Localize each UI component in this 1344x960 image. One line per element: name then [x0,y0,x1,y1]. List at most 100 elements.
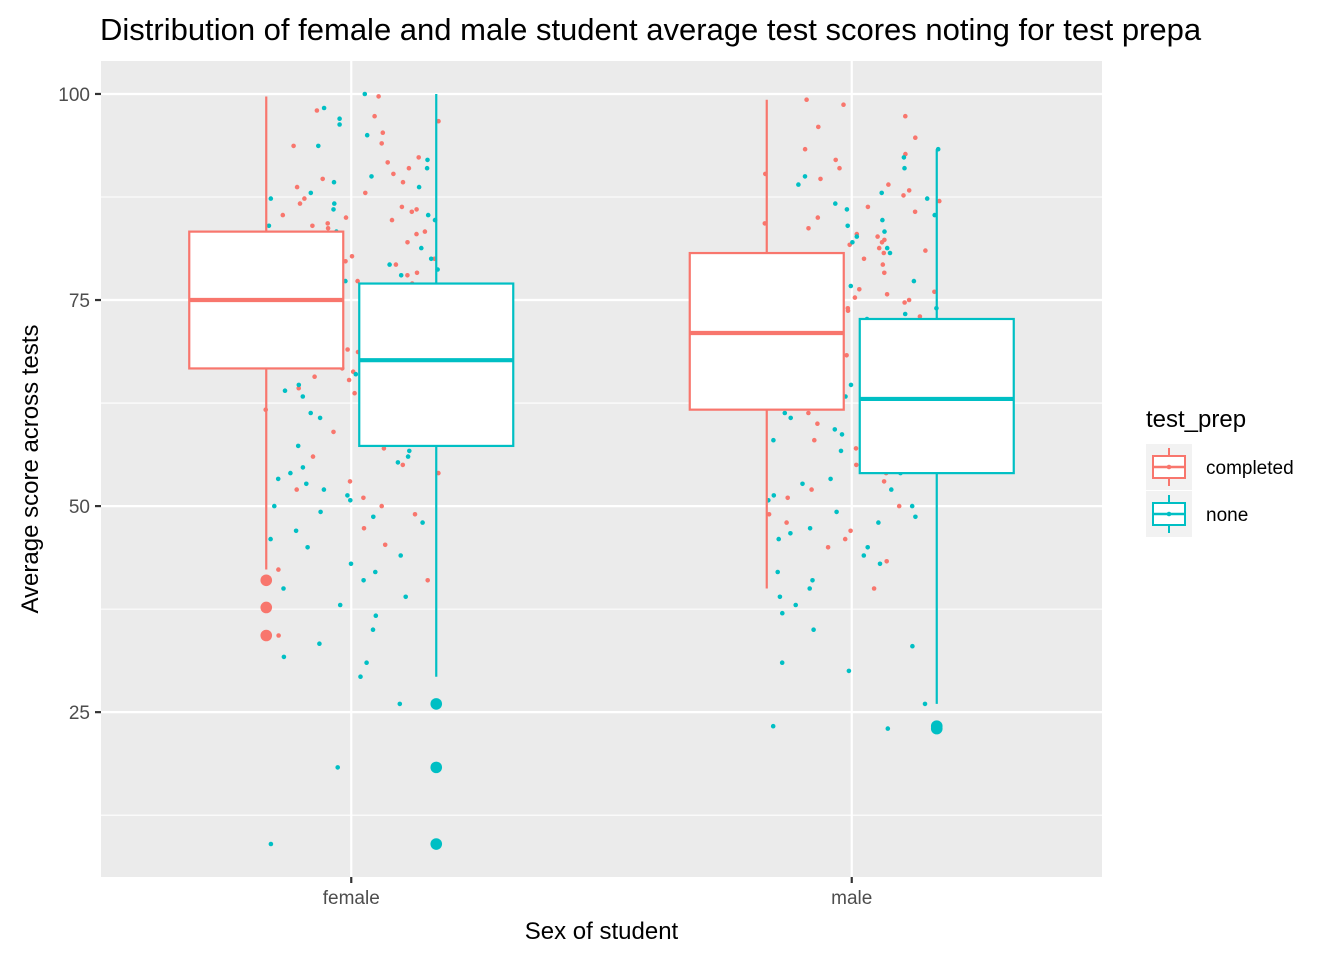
jitter-point [304,481,309,487]
jitter-point [372,113,377,119]
jitter-point [314,108,320,113]
jitter-point [902,165,907,171]
jitter-point [416,184,422,190]
jitter-point [815,421,820,427]
outlier-point [430,761,443,774]
jitter-point [347,479,353,484]
jitter-point [802,174,808,179]
boxplot-none-female [358,93,515,850]
jitter-point [428,256,434,262]
jitter-point [358,674,363,679]
jitter-point [316,143,321,149]
jitter-point [771,493,777,498]
jitter-point [807,586,812,591]
jitter-point [318,509,323,515]
jitter-point [848,528,853,534]
jitter-point [325,221,331,226]
box [358,282,515,448]
jitter-point [806,410,811,416]
jitter-point [880,217,885,223]
jitter-point [387,262,392,267]
jitter-point [424,165,430,171]
jitter-point [348,498,353,503]
jitter-point [407,448,412,454]
jitter-point [901,155,907,160]
jitter-point [361,495,366,501]
jitter-point [848,382,854,388]
boxplot-completed-female [188,96,345,642]
jitter-point [910,643,915,649]
jitter-point [281,586,286,591]
x-tick-label: male [831,888,872,909]
jitter-point [414,270,420,276]
jitter-point [296,385,302,391]
y-tick-label: 25 [69,703,90,724]
jitter-point [882,229,887,234]
jitter-point [295,443,301,449]
jitter-point [828,476,833,482]
jitter-point [398,273,404,278]
jitter-point [393,262,399,267]
legend-label: none [1206,505,1248,526]
jitter-point [398,553,404,558]
jitter-point [922,701,928,707]
jitter-point [371,514,376,520]
jitter-point [381,446,387,451]
jitter-point [325,226,331,231]
jitter-point [414,231,419,237]
jitter-point [406,165,412,171]
jitter-point [343,215,349,220]
jitter-point [280,212,286,218]
jitter-point [422,229,428,234]
jitter-point [321,487,327,492]
jitter-point [809,487,814,492]
jitter-point [810,578,815,583]
jitter-point [291,143,296,149]
jitter-point [425,157,430,163]
jitter-point [373,613,379,618]
jitter-point [268,196,274,201]
boxplot-none-male [858,149,1015,735]
jitter-point [784,520,789,525]
jitter-point [875,234,880,239]
jitter-point [782,410,788,416]
outlier-point [260,574,273,587]
jitter-point [352,390,357,396]
legend-key-none [1146,491,1192,537]
jitter-point [420,520,425,525]
jitter-point [409,209,415,215]
jitter-point [310,223,315,229]
jitter-point [884,292,890,297]
jitter-point [776,536,781,542]
jitter-point [400,179,406,185]
legend-key-completed [1146,444,1192,490]
jitter-point [308,410,314,416]
jitter-point [382,542,388,548]
jitter-point [879,240,885,245]
jitter-point [376,94,381,99]
jitter-point [355,278,360,284]
jitter-point [884,245,890,251]
jitter-point [842,536,848,542]
jitter-point [364,132,370,138]
jitter-point [885,726,891,731]
jitter-point [825,545,831,550]
jitter-point [909,503,915,509]
jitter-point [903,113,908,119]
jitter-point [857,287,862,292]
legend-point [1166,464,1172,470]
jitter-point [405,454,411,459]
jitter-point [266,223,272,229]
jitter-point [296,382,302,388]
jitter-point [400,462,406,468]
jitter-point [854,462,859,468]
jitter-point [846,668,852,674]
jitter-point [308,190,314,196]
legend-items: completed none [1146,444,1294,537]
jitter-point [839,432,845,437]
y-axis-title: Average score across tests [17,324,44,613]
jitter-point [416,155,422,160]
jitter-point [288,470,293,476]
jitter-point [297,201,303,206]
jitter-point [331,179,337,185]
